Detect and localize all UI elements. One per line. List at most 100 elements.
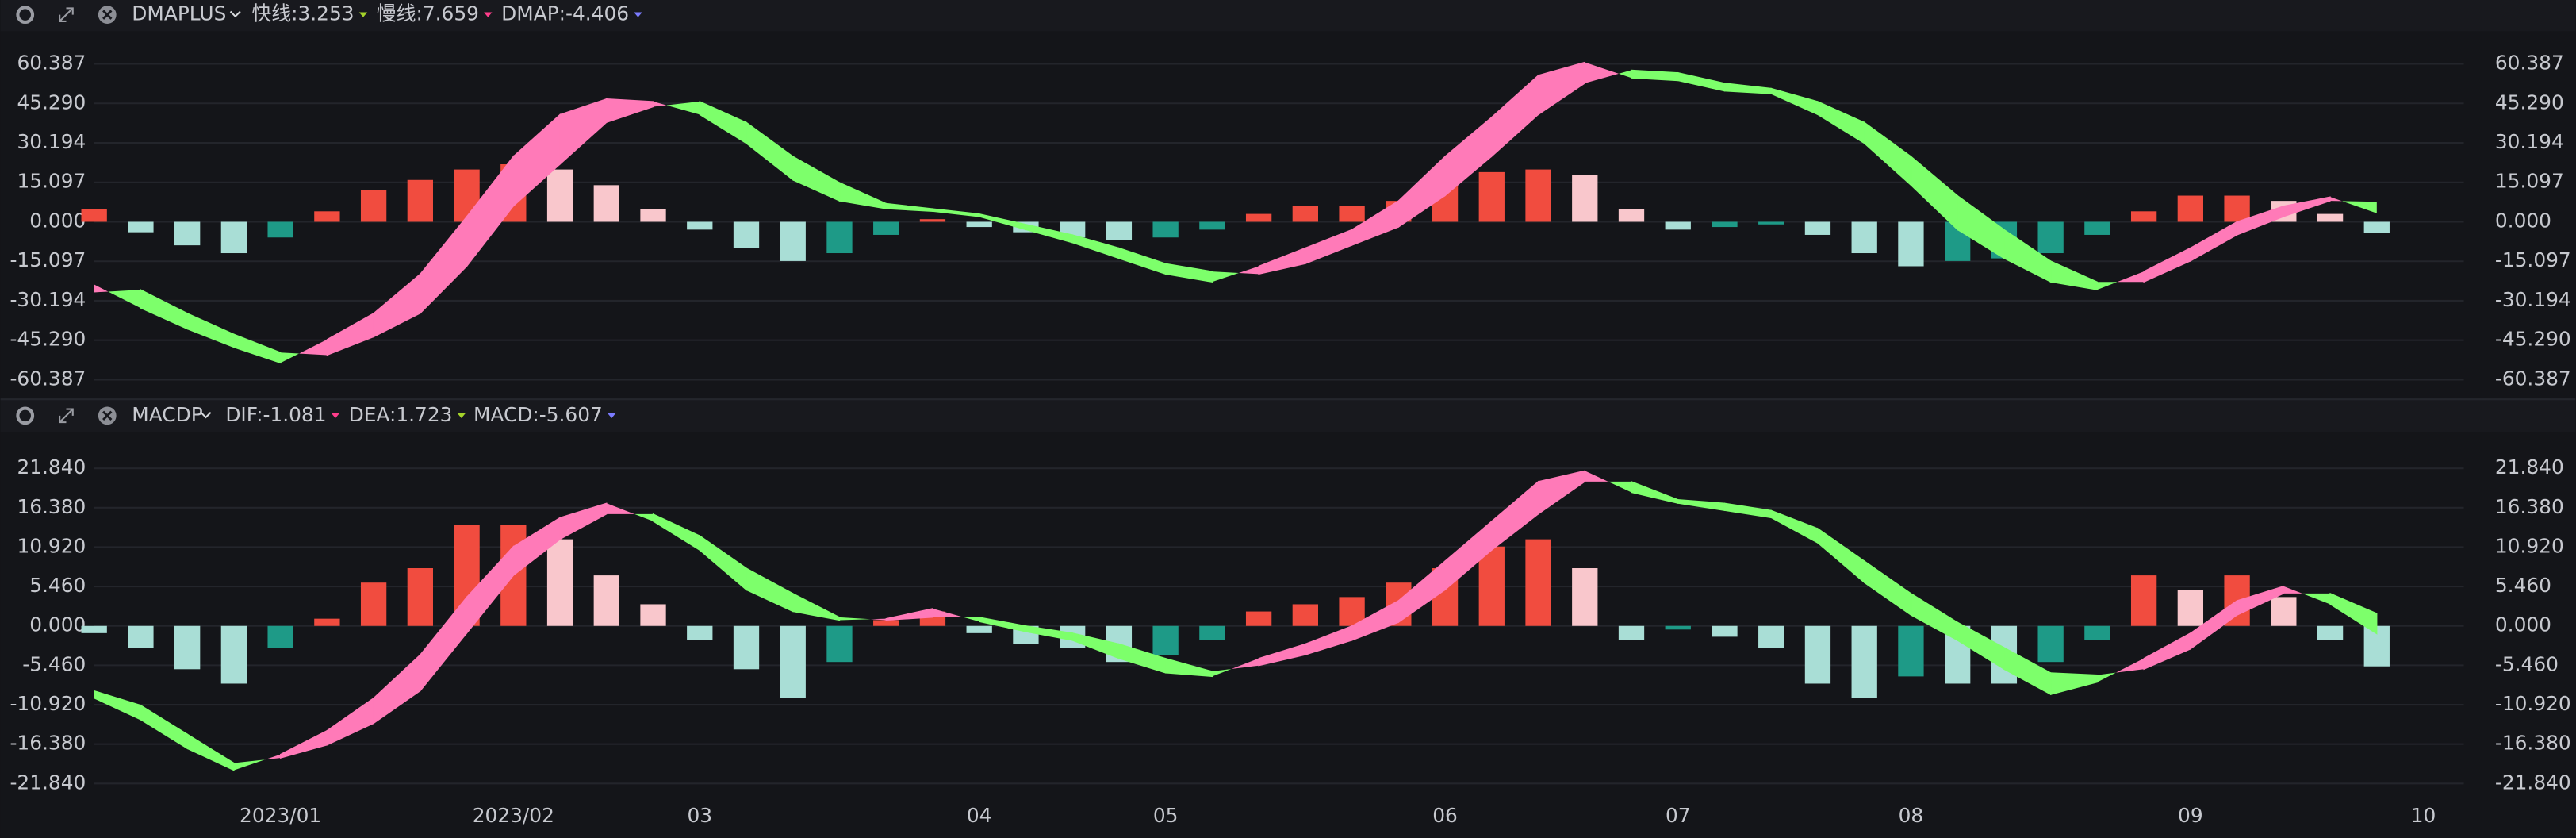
- expand-icon[interactable]: [59, 408, 74, 424]
- x-tick-label: 2023/02: [473, 804, 554, 827]
- histogram-bar: [1245, 213, 1272, 222]
- indicator-title[interactable]: MACDP: [132, 403, 202, 426]
- histogram-bar: [733, 221, 760, 248]
- y2-tick-label: 16.380: [2495, 495, 2564, 518]
- histogram-bar: [1851, 625, 1877, 698]
- histogram-bar: [1758, 221, 1784, 225]
- histogram-bar: [314, 618, 340, 626]
- legend-caret[interactable]: [331, 413, 340, 418]
- band-segment: [964, 617, 979, 622]
- legend-caret[interactable]: [608, 413, 616, 418]
- band-segment: [1238, 266, 1259, 275]
- y-tick-label: 21.840: [17, 456, 86, 479]
- legend-caret[interactable]: [457, 413, 466, 418]
- y-tick-label: 16.380: [17, 495, 86, 518]
- histogram-bar: [1898, 625, 1924, 677]
- band-segment: [2330, 197, 2342, 202]
- histogram-bar: [1898, 221, 1924, 267]
- y-tick-label: -10.920: [10, 692, 86, 715]
- histogram-bar: [267, 221, 293, 238]
- histogram-bar: [2271, 597, 2297, 626]
- legend-entry: DMAP:-4.406: [501, 2, 629, 25]
- band-segment: [94, 284, 109, 293]
- y-tick-label: -15.097: [10, 248, 86, 271]
- legend-entry: MACD:-5.607: [473, 403, 603, 426]
- histogram-bar: [1292, 206, 1318, 222]
- histogram-bar: [1152, 625, 1179, 655]
- x-tick-label: 2023/01: [240, 804, 321, 827]
- histogram-bar: [1525, 169, 1551, 222]
- indicator-title[interactable]: DMAPLUS: [132, 2, 226, 25]
- y-tick-label: 10.920: [17, 534, 86, 557]
- histogram-bar: [826, 221, 853, 254]
- histogram-bar: [1665, 625, 1691, 630]
- histogram-bar: [128, 221, 154, 233]
- histogram-bar: [546, 169, 573, 222]
- band-segment: [666, 101, 700, 115]
- y-tick-label: -21.840: [10, 771, 86, 794]
- histogram-bar: [314, 211, 340, 222]
- histogram-bar: [2037, 625, 2064, 663]
- y-tick-label: 30.194: [17, 130, 86, 153]
- y-tick-label: -30.194: [10, 288, 86, 311]
- x-tick-label: 06: [1432, 804, 1458, 827]
- y-tick-label: -45.290: [10, 328, 86, 351]
- band-segment: [653, 101, 667, 107]
- x-tick-label: 03: [687, 804, 712, 827]
- band-segment: [1585, 62, 1619, 83]
- histogram-bar: [640, 209, 666, 222]
- histogram-bar: [267, 625, 293, 648]
- band-segment: [1212, 669, 1232, 677]
- histogram-bar: [2224, 195, 2250, 222]
- expand-icon[interactable]: [59, 7, 74, 22]
- header-bar: [0, 0, 2576, 32]
- histogram-bar: [1292, 604, 1318, 626]
- histogram-bar: [2084, 625, 2110, 640]
- x-tick-label: 05: [1153, 804, 1179, 827]
- x-tick-label: 04: [967, 804, 992, 827]
- y2-tick-label: 10.920: [2495, 534, 2564, 557]
- histogram-bar: [1712, 221, 1738, 228]
- settings-icon[interactable]: [16, 6, 35, 25]
- histogram-bar: [1245, 611, 1272, 626]
- histogram-bar: [2363, 221, 2390, 234]
- histogram-bar: [1106, 221, 1133, 240]
- histogram-bar: [1804, 221, 1831, 235]
- histogram-bar: [733, 625, 760, 670]
- histogram-bar: [1758, 625, 1784, 648]
- x-tick-label: 07: [1666, 804, 1691, 827]
- y2-tick-label: -30.194: [2495, 288, 2571, 311]
- histogram-bar: [780, 625, 806, 698]
- y2-tick-label: 45.290: [2495, 90, 2564, 113]
- histogram-bar: [1572, 568, 1598, 626]
- histogram-bar: [407, 179, 433, 222]
- legend-caret[interactable]: [634, 12, 642, 17]
- legend-entry: DIF:-1.081: [225, 403, 326, 426]
- y2-tick-label: -16.380: [2495, 732, 2571, 755]
- band-segment: [2115, 658, 2145, 673]
- histogram-bar: [1339, 206, 1365, 222]
- y2-tick-label: 30.194: [2495, 130, 2564, 153]
- y-tick-label: 15.097: [17, 170, 86, 193]
- band-segment: [2302, 593, 2331, 605]
- dropdown-caret[interactable]: [200, 411, 212, 419]
- x-tick-label: 09: [2178, 804, 2203, 827]
- y2-tick-label: -10.920: [2495, 692, 2571, 715]
- legend-caret[interactable]: [484, 12, 493, 17]
- histogram-bar: [687, 625, 713, 640]
- histogram-bar: [2317, 213, 2344, 222]
- dropdown-caret[interactable]: [229, 10, 241, 18]
- y2-tick-label: 21.840: [2495, 456, 2564, 479]
- legend-caret[interactable]: [358, 12, 368, 17]
- band-segment: [108, 290, 141, 309]
- histogram-bar: [826, 625, 853, 663]
- y2-tick-label: 0.000: [2495, 613, 2551, 636]
- band-segment: [265, 754, 281, 760]
- y-tick-label: 60.387: [17, 52, 86, 75]
- y2-tick-label: 0.000: [2495, 209, 2551, 232]
- histogram-bar: [593, 575, 619, 626]
- settings-icon[interactable]: [16, 406, 35, 425]
- histogram-bar: [546, 539, 573, 626]
